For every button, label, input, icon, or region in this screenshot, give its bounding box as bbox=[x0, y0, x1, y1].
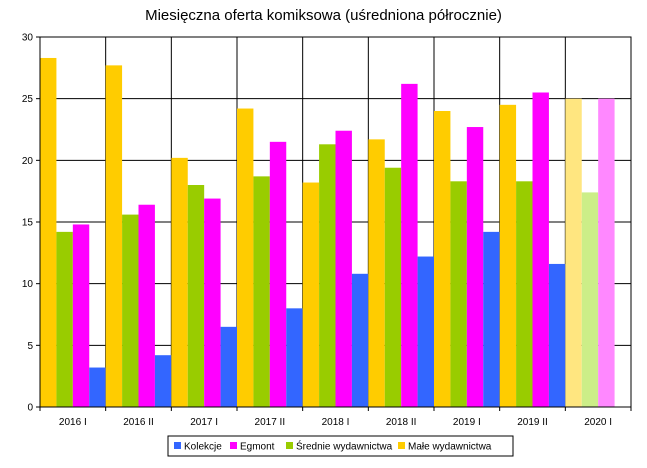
bar-małe-wydawnictwa-7 bbox=[499, 104, 517, 407]
y-tick-label-15: 15 bbox=[22, 218, 34, 229]
bar-małe-wydawnictwa-4 bbox=[302, 182, 320, 407]
bar-egmont-6 bbox=[466, 127, 484, 408]
bar-kolekcje-4 bbox=[351, 273, 369, 407]
bar-egmont-5 bbox=[401, 83, 418, 407]
legend-swatch-2 bbox=[286, 442, 293, 449]
bar-małe-wydawnictwa-5 bbox=[368, 139, 385, 407]
bar-średnie-wydawnictwa-1 bbox=[122, 214, 139, 407]
bar-kolekcje-1 bbox=[154, 355, 172, 407]
bar-małe-wydawnictwa-6 bbox=[434, 111, 451, 407]
bar-egmont-2 bbox=[204, 198, 221, 407]
chart-title: Miesięczna oferta komiksowa (uśredniona … bbox=[145, 7, 502, 24]
bar-egmont-1 bbox=[138, 204, 155, 407]
bar-małe-wydawnictwa-3 bbox=[237, 108, 254, 408]
legend-label-3: Małe wydawnictwa bbox=[408, 442, 492, 453]
bar-kolekcje-7 bbox=[548, 263, 566, 407]
bar-egmont-8 bbox=[598, 98, 615, 408]
x-tick-label-6: 2019 I bbox=[453, 417, 481, 428]
y-tick-label-0: 0 bbox=[27, 403, 33, 414]
bar-średnie-wydawnictwa-4 bbox=[319, 144, 336, 408]
bar-kolekcje-2 bbox=[220, 326, 237, 407]
legend-label-1: Egmont bbox=[240, 442, 275, 453]
y-tick-label-5: 5 bbox=[27, 341, 33, 352]
legend-box bbox=[167, 435, 514, 457]
legend-swatch-3 bbox=[398, 442, 405, 449]
bar-średnie-wydawnictwa-6 bbox=[450, 181, 467, 407]
bar-egmont-7 bbox=[532, 92, 549, 407]
x-tick-label-3: 2017 II bbox=[255, 417, 286, 428]
bar-małe-wydawnictwa-2 bbox=[171, 157, 188, 407]
bar-małe-wydawnictwa-0 bbox=[40, 57, 57, 407]
x-tick-label-5: 2018 II bbox=[386, 417, 417, 428]
y-tick-label-30: 30 bbox=[22, 33, 34, 44]
bar-średnie-wydawnictwa-5 bbox=[384, 167, 402, 407]
legend-swatch-1 bbox=[230, 442, 237, 449]
x-tick-label-2: 2017 I bbox=[190, 417, 218, 428]
x-tick-label-1: 2016 II bbox=[123, 417, 154, 428]
y-tick-label-10: 10 bbox=[22, 279, 34, 290]
bar-średnie-wydawnictwa-7 bbox=[516, 181, 533, 407]
bar-kolekcje-5 bbox=[417, 256, 434, 407]
x-tick-label-4: 2018 I bbox=[322, 417, 350, 428]
y-tick-label-20: 20 bbox=[22, 156, 34, 167]
bar-średnie-wydawnictwa-2 bbox=[187, 185, 205, 407]
legend-label-2: Średnie wydawnictwa bbox=[296, 440, 393, 453]
bar-egmont-0 bbox=[72, 224, 90, 407]
x-tick-label-0: 2016 I bbox=[59, 417, 87, 428]
bar-kolekcje-6 bbox=[483, 231, 500, 407]
x-tick-label-7: 2019 II bbox=[517, 417, 548, 428]
x-tick-label-8: 2020 I bbox=[584, 417, 612, 428]
bar-średnie-wydawnictwa-8 bbox=[581, 192, 599, 407]
bar-małe-wydawnictwa-1 bbox=[105, 65, 123, 407]
legend-swatch-0 bbox=[174, 442, 181, 449]
bar-kolekcje-3 bbox=[286, 308, 303, 407]
bar-kolekcje-0 bbox=[89, 367, 106, 407]
bar-średnie-wydawnictwa-0 bbox=[56, 231, 73, 407]
bar-małe-wydawnictwa-8 bbox=[565, 98, 582, 408]
bar-średnie-wydawnictwa-3 bbox=[253, 176, 270, 407]
bar-egmont-3 bbox=[269, 141, 287, 408]
y-tick-label-25: 25 bbox=[22, 94, 34, 105]
legend-label-0: Kolekcje bbox=[184, 442, 222, 453]
bar-egmont-4 bbox=[335, 130, 352, 407]
